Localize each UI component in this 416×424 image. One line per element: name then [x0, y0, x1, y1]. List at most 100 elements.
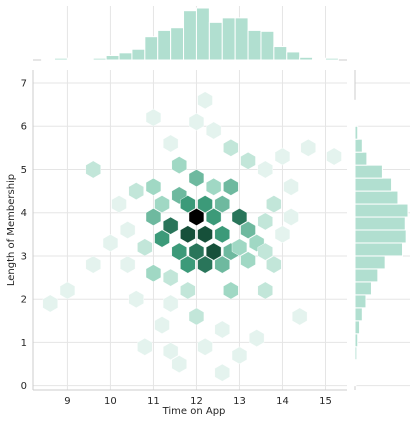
hexbin-cell	[214, 195, 230, 213]
top-marginal-bars	[41, 7, 339, 61]
top-marginal-bar	[144, 36, 159, 61]
hexbin-cell	[154, 195, 170, 213]
y-axis-label: Length of Membership	[6, 174, 17, 286]
top-marginal-bar	[118, 52, 133, 61]
hexbin-cell	[205, 121, 222, 140]
hexbin-cell	[162, 268, 179, 287]
hexbin-cell	[248, 329, 265, 347]
hexbin-cell	[223, 177, 239, 196]
hexbin-cell	[119, 221, 136, 239]
right-marginal-bar	[354, 372, 357, 387]
hexbin-cell	[292, 307, 308, 326]
y-tick-label: 1	[21, 338, 27, 349]
hexbin-cell	[266, 195, 282, 213]
top-marginal-bar	[208, 21, 223, 61]
hexbin-cell	[223, 138, 239, 157]
hexbin-cell	[162, 216, 179, 235]
hexbin-cell	[214, 255, 230, 274]
hexbin-cell	[188, 307, 205, 326]
hexbin-cell	[266, 255, 282, 274]
top-marginal-bar	[234, 17, 249, 61]
right-marginal-bar	[354, 359, 357, 374]
right-marginal-bar	[354, 99, 357, 114]
x-tick-label: 13	[233, 396, 246, 407]
hexbin-cell	[231, 208, 248, 226]
hexbin-cell	[42, 294, 58, 313]
hexbin-cell	[119, 255, 136, 274]
x-axis-label: Time on App	[162, 406, 226, 417]
right-marginal-bar	[354, 281, 372, 296]
hexbin-cell	[197, 91, 213, 110]
right-marginal-bar	[354, 229, 407, 244]
top-marginal-bar	[54, 57, 68, 61]
hexbin-cell	[128, 290, 144, 309]
hexbin-cell	[162, 342, 179, 360]
top-marginal-bar	[312, 58, 326, 61]
y-tick-label: 2	[21, 295, 27, 306]
x-tick-label: 10	[104, 396, 117, 407]
hexbin-cell	[188, 208, 205, 226]
y-tick-label: 0	[21, 381, 27, 392]
hexbin-cell	[214, 320, 230, 339]
top-marginal-bar	[324, 57, 339, 61]
hexbin-cell	[171, 355, 187, 373]
hexbin-cell	[180, 195, 196, 213]
hexbin-cell	[85, 160, 101, 179]
top-marginal-bar	[260, 30, 275, 61]
x-tick-label: 11	[147, 396, 160, 407]
y-tick-label: 6	[21, 122, 27, 133]
hexbin-cell	[162, 134, 179, 153]
hexbin-cell	[231, 346, 248, 365]
top-marginal-bar	[286, 51, 301, 61]
top-marginal-bar	[157, 29, 172, 61]
hexbin-cell	[197, 255, 213, 274]
right-marginal-bar	[354, 177, 393, 192]
right-marginal-histogram	[354, 70, 410, 390]
hexbin-cell	[205, 208, 222, 226]
hexbin-cell	[274, 225, 291, 244]
top-marginal-bar	[131, 48, 146, 61]
top-marginal-bar	[105, 55, 120, 61]
x-tick-label: 14	[276, 396, 289, 407]
hexbin-cell	[59, 281, 76, 300]
hexbin-cell	[283, 177, 299, 196]
hexbin-cell	[137, 337, 153, 356]
right-marginal-bar	[354, 190, 399, 205]
hexbin-cell	[257, 212, 273, 231]
right-marginal-bar	[354, 268, 379, 283]
hexbin-cell	[326, 147, 342, 166]
hexbin-cell	[145, 264, 162, 283]
x-tick-label: 15	[319, 396, 332, 407]
hexbin-cell	[257, 160, 273, 179]
right-marginal-bars	[354, 99, 409, 387]
hexbin-cell	[197, 195, 213, 213]
right-marginal-bar	[354, 255, 386, 270]
top-marginal-bar	[79, 58, 94, 61]
hexbin-cell	[214, 363, 230, 382]
hexbin-cell	[111, 195, 127, 213]
hexbin-cell	[171, 156, 187, 174]
right-marginal-bar	[354, 164, 383, 179]
top-marginal-bar	[170, 27, 185, 61]
hexbin-cell	[180, 225, 196, 244]
right-marginal-bar	[354, 320, 361, 335]
top-marginal-bar	[41, 58, 56, 61]
right-marginal-bar	[354, 112, 357, 127]
right-marginal-bar	[354, 203, 409, 218]
hexbin-cell	[154, 229, 170, 248]
right-marginal-bar	[354, 125, 359, 140]
hexbin-cell	[300, 138, 316, 157]
hexbin-cell	[257, 242, 273, 261]
y-tick-labels: 0 1 2 3 4 5 6 7	[21, 78, 27, 392]
top-marginal-bar	[247, 29, 262, 61]
hexbin-cell	[85, 255, 101, 274]
y-tick-label: 7	[21, 78, 27, 89]
hexbin-cell	[205, 242, 222, 261]
top-marginal-bar	[66, 58, 81, 61]
y-tick-label: 4	[21, 208, 27, 219]
y-tick-label: 3	[21, 251, 27, 262]
hexbin-cell	[188, 113, 205, 131]
hexbin-cell	[240, 251, 256, 270]
